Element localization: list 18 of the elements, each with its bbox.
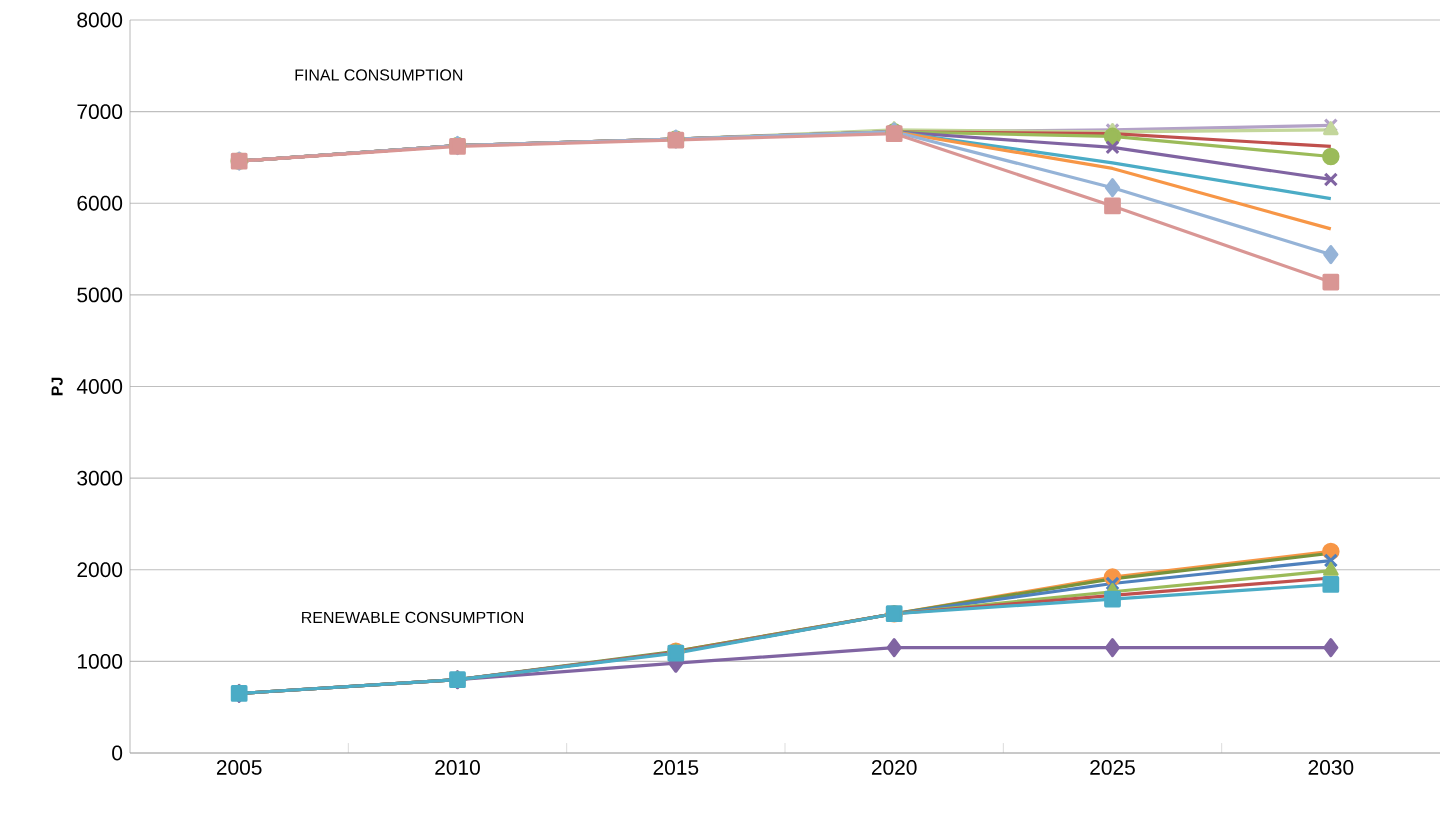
x-tick-label: 2025 [1090,760,1135,775]
y-axis-title: PJ [51,377,63,396]
y-tick-label: 3000 [77,470,123,486]
y-tick-label: 4000 [76,379,123,394]
annotation: FINAL CONSUMPTION [295,69,463,81]
y-tick-label: 2000 [77,562,123,578]
x-tick-label: 2015 [653,760,699,775]
x-tick-label: 2010 [435,760,480,775]
y-tick-label: 7000 [77,104,123,120]
y-tick-label: 1000 [78,653,123,669]
y-tick-label: 0 [112,745,123,761]
y-tick-label: 8000 [77,12,123,28]
x-tick-label: 2030 [1308,760,1354,775]
y-tick-label: 6000 [77,195,123,211]
annotation: RENEWABLE CONSUMPTION [302,611,523,624]
y-tick-label: 5000 [77,287,123,303]
x-tick-label: 2005 [216,760,262,775]
x-tick-label: 2020 [871,760,917,775]
